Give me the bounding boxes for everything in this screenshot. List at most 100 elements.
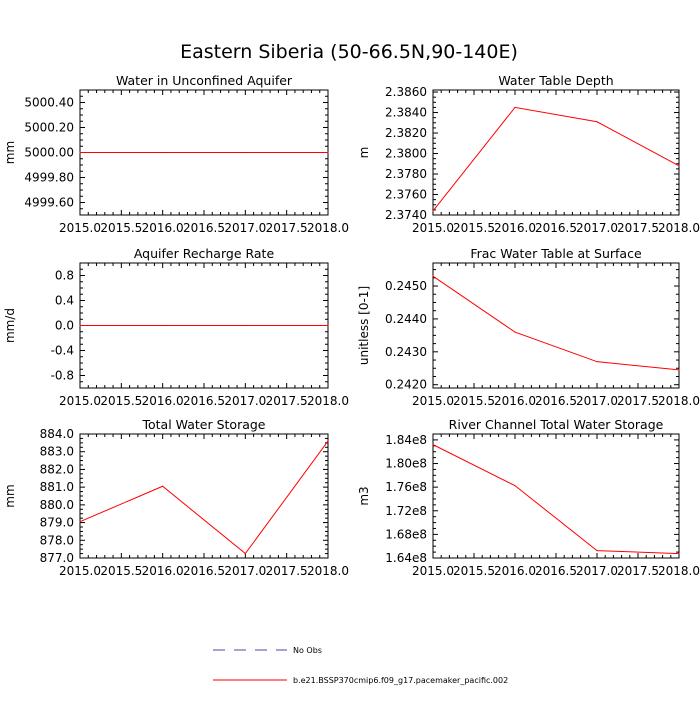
y-tick-label: 1.84e8: [385, 433, 427, 447]
panel-title: Aquifer Recharge Rate: [134, 246, 275, 261]
y-axis-label: m: [357, 147, 371, 159]
x-tick-label: 2016.5: [535, 564, 577, 578]
data-point: [79, 521, 81, 523]
data-point: [514, 485, 516, 487]
x-tick-label: 2015.5: [100, 394, 142, 408]
x-tick-label: 2016.0: [142, 394, 184, 408]
x-tick-label: 2015.5: [100, 564, 142, 578]
x-tick-label: 2016.5: [535, 394, 577, 408]
panel-title: Water in Unconfined Aquifer: [116, 73, 293, 88]
x-tick-label: 2018.0: [658, 394, 700, 408]
plot-frame: [79, 433, 329, 559]
y-tick-label: 2.3860: [385, 85, 427, 99]
series-line: [432, 444, 680, 555]
y-tick-label: 2.3740: [385, 208, 427, 222]
y-tick-label: 2.3760: [385, 188, 427, 202]
data-point: [162, 324, 164, 327]
data-point: [596, 361, 598, 363]
data-point: [162, 485, 164, 487]
y-tick-label: 0.0: [55, 319, 74, 333]
y-axis-label: unitless [0-1]: [357, 286, 371, 365]
y-tick-label: 4999.60: [24, 196, 74, 210]
data-point: [514, 331, 516, 333]
y-tick-label: 0.2430: [385, 345, 427, 359]
y-tick-label: 4999.80: [24, 171, 74, 185]
x-tick-label: 2016.0: [142, 564, 184, 578]
y-tick-label: 0.2450: [385, 279, 427, 293]
data-point: [514, 106, 516, 109]
y-tick-label: 881.0: [40, 480, 74, 494]
y-tick-label: 0.4: [55, 294, 74, 308]
data-point: [327, 151, 329, 154]
chart-panel: 2015.0 2015.5 2016.0 2016.5 2017.0 2017.5 2018…: [357, 417, 700, 578]
figure-title: Eastern Siberia (50-66.5N,90-140E): [180, 41, 518, 63]
x-tick-label: 2017.0: [576, 394, 618, 408]
x-tick-label: 2017.0: [224, 394, 266, 408]
x-tick-label: 2015.0: [412, 221, 454, 235]
y-tick-label: 884.0: [40, 427, 74, 441]
y-tick-label: 2.3780: [385, 167, 427, 181]
data-point: [432, 210, 434, 212]
data-point: [596, 550, 598, 552]
y-tick-label: 5000.20: [24, 121, 74, 135]
data-point: [244, 151, 246, 154]
legend-entry: b.e21.BSSP370cmip6.f09_g17.pacemaker_pac…: [213, 676, 508, 685]
x-tick-label: 2017.5: [266, 221, 308, 235]
x-tick-label: 2016.5: [183, 394, 225, 408]
y-tick-label: 0.2440: [385, 312, 427, 326]
y-tick-label: 1.76e8: [385, 480, 427, 494]
y-tick-label: 883.0: [40, 445, 74, 459]
data-point: [79, 324, 81, 327]
y-tick-label: 2.3840: [385, 106, 427, 120]
legend-label: No Obs: [293, 646, 322, 655]
x-tick-label: 2015.5: [453, 221, 495, 235]
x-tick-label: 2016.5: [183, 564, 225, 578]
x-tick-label: 2017.5: [617, 394, 659, 408]
y-tick-label: 0.2420: [385, 378, 427, 392]
chart-panel: 2015.0 2015.5 2016.0 2016.5 2017.0 2017.5 2018…: [3, 417, 349, 578]
panels: 2015.0 2015.5 2016.0 2016.5 2017.0 2017.5 2018…: [3, 73, 700, 578]
x-tick-label: 2017.0: [224, 221, 266, 235]
x-tick-label: 2018.0: [307, 221, 349, 235]
x-tick-label: 2015.5: [453, 564, 495, 578]
x-tick-label: 2016.0: [494, 221, 536, 235]
data-point: [678, 369, 680, 371]
y-tick-label: 5000.40: [24, 96, 74, 110]
data-point: [432, 444, 434, 446]
data-point: [327, 324, 329, 327]
chart-panel: 2015.0 2015.5 2016.0 2016.5 2017.0 2017.5 2018…: [3, 246, 349, 408]
x-tick-label: 2015.0: [59, 394, 101, 408]
x-tick-label: 2017.5: [617, 564, 659, 578]
y-tick-label: 1.80e8: [385, 457, 427, 471]
y-tick-label: 2.3800: [385, 147, 427, 161]
x-tick-label: 2017.5: [266, 564, 308, 578]
x-tick-label: 2016.5: [183, 221, 225, 235]
x-tick-label: 2018.0: [658, 221, 700, 235]
data-point: [162, 151, 164, 154]
legend: No Obs b.e21.BSSP370cmip6.f09_g17.pacemak…: [213, 646, 508, 685]
plot-frame: [432, 89, 680, 216]
y-tick-label: 1.64e8: [385, 551, 427, 565]
x-tick-label: 2018.0: [307, 564, 349, 578]
x-tick-label: 2016.0: [142, 221, 184, 235]
y-tick-label: 879.0: [40, 516, 74, 530]
data-point: [596, 121, 598, 123]
x-tick-label: 2017.5: [617, 221, 659, 235]
x-tick-label: 2017.0: [576, 564, 618, 578]
x-tick-label: 2018.0: [658, 564, 700, 578]
data-point: [678, 552, 680, 555]
x-tick-label: 2015.5: [100, 221, 142, 235]
x-tick-label: 2016.0: [494, 394, 536, 408]
y-tick-label: -0.4: [51, 344, 74, 358]
chart-panel: 2015.0 2015.5 2016.0 2016.5 2017.0 2017.5 2018…: [357, 73, 700, 235]
series-line: [79, 440, 329, 555]
x-tick-label: 2017.5: [266, 394, 308, 408]
x-tick-label: 2015.0: [59, 221, 101, 235]
y-tick-label: 1.68e8: [385, 527, 427, 541]
x-tick-label: 2016.0: [494, 564, 536, 578]
chart-panel: 2015.0 2015.5 2016.0 2016.5 2017.0 2017.5 2018…: [357, 246, 700, 408]
y-tick-label: 2.3820: [385, 126, 427, 140]
plot-frame: [432, 433, 680, 559]
y-tick-label: 877.0: [40, 551, 74, 565]
